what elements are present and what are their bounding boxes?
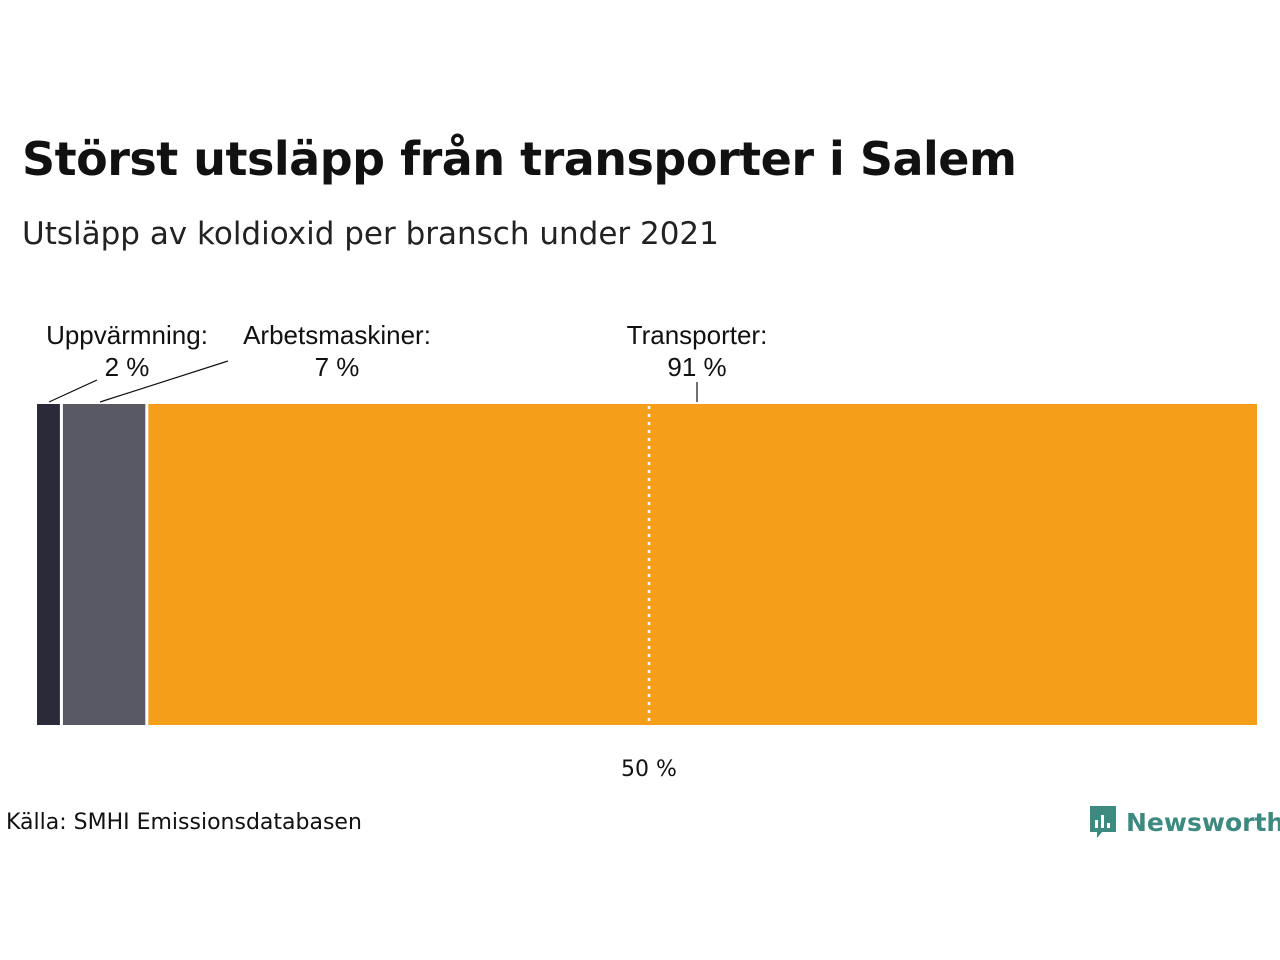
segment-value-uppvärmning: 2 % (105, 352, 150, 382)
leader-line-uppvärmning (48, 379, 98, 403)
segment-value-transporter: 91 % (667, 352, 726, 382)
segment-label-transporter: Transporter: (627, 320, 768, 350)
segment-label-uppvärmning: Uppvärmning: (46, 320, 208, 350)
bar-chart-speech-bubble-icon (1090, 806, 1116, 838)
leader-line-arbetsmaskiner (99, 360, 229, 403)
chart-title: Störst utsläpp från transporter i Salem (22, 132, 1017, 186)
bar-segment-arbetsmaskiner (62, 404, 146, 725)
bar-segment-uppvärmning (37, 404, 60, 725)
brand-name: Newsworthy (1126, 807, 1280, 837)
segment-value-arbetsmaskiner: 7 % (315, 352, 360, 382)
segment-label-arbetsmaskiner: Arbetsmaskiner: (243, 320, 431, 350)
stacked-bar-chart: Uppvärmning:2 % Arbetsmaskiner:7 % Transpo… (37, 320, 1257, 782)
reference-line-label: 50 % (621, 757, 677, 782)
source-note: Källa: SMHI Emissionsdatabasen (6, 810, 362, 835)
bar-segment-transporter (148, 404, 1257, 725)
chart-subtitle: Utsläpp av koldioxid per bransch under 2… (22, 216, 719, 252)
brand-logo: Newsworthy (1088, 804, 1280, 840)
